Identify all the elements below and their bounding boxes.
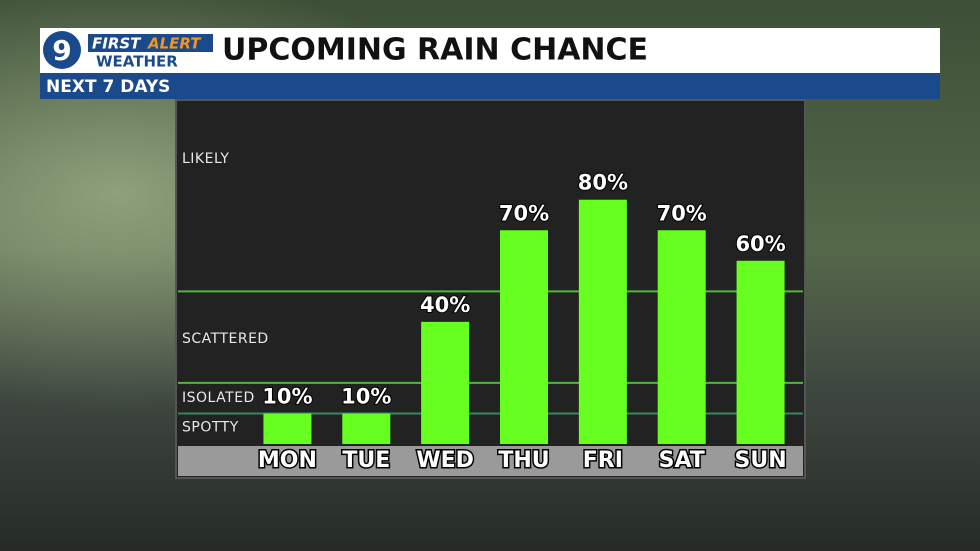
value-label: 40%	[420, 293, 470, 317]
x-tick-label: FRI	[583, 448, 623, 473]
logo-alert: ALERT	[147, 35, 202, 53]
bar	[263, 413, 312, 444]
value-label: 70%	[499, 201, 549, 225]
chart-subtitle: NEXT 7 DAYS	[46, 77, 170, 97]
x-tick-label: THU	[498, 448, 549, 473]
value-label: 60%	[735, 232, 785, 256]
bar	[421, 321, 470, 444]
bar	[500, 230, 548, 444]
x-tick-label: WED	[416, 448, 474, 473]
logo-first: FIRST	[92, 35, 142, 53]
zone-label: SPOTTY	[182, 420, 239, 436]
subheader-bar	[40, 73, 940, 99]
bar	[342, 413, 391, 444]
logo-weather: WEATHER	[96, 53, 178, 71]
zone-label: ISOLATED	[182, 390, 255, 406]
zone-label: LIKELY	[182, 151, 229, 167]
category-strip	[178, 446, 803, 476]
value-label: 10%	[262, 384, 312, 408]
zone-label: SCATTERED	[182, 331, 269, 347]
x-tick-label: MON	[258, 448, 317, 473]
logo-badge	[88, 34, 213, 52]
logo-number: 9	[52, 34, 71, 67]
logo-circle	[43, 31, 81, 69]
x-tick-label: SUN	[735, 448, 787, 473]
bar	[736, 260, 785, 444]
x-tick-label: TUE	[342, 448, 390, 473]
bar	[578, 199, 627, 444]
value-label: 10%	[341, 384, 391, 408]
x-tick-label: SAT	[659, 448, 705, 473]
bar	[657, 230, 706, 444]
chart-title: UPCOMING RAIN CHANCE	[222, 33, 648, 68]
value-label: 70%	[657, 201, 707, 225]
value-label: 80%	[578, 171, 628, 195]
